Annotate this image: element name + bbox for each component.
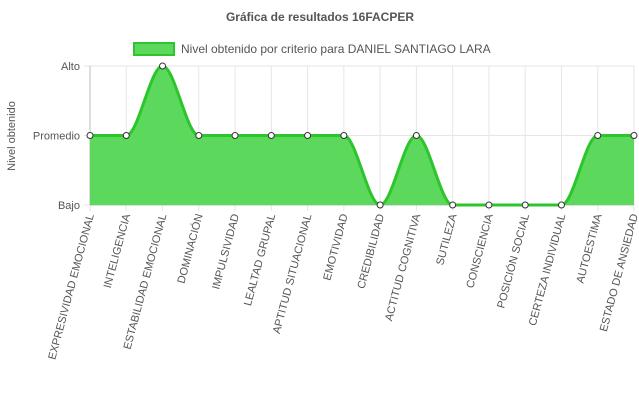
x-tick-label: EMOTIVIDAD [321,213,350,282]
data-point[interactable] [267,132,275,139]
x-tick-label: CREDIBILIDAD [356,213,388,291]
legend[interactable]: Nivel obtenido por criterio para DANIEL … [133,42,491,56]
x-tick-label: ESTADO DE ANSIEDAD [598,213,639,333]
x-tick-label: AUTOESTIMA [575,212,605,285]
y-tick-label: Bajo [58,200,80,212]
x-tick-label: IMPULSIVIDAD [210,213,242,291]
data-point[interactable] [594,132,602,139]
data-point[interactable] [630,132,638,139]
x-tick-label: DOMINACIÓN [175,212,206,284]
data-point[interactable] [195,132,203,139]
data-point[interactable] [159,62,167,70]
x-tick-label: LEALTAD GRUPAL [242,213,278,308]
series-area [89,64,634,207]
chart-title: Gráfica de resultados 16FACPER [226,10,414,24]
data-point[interactable] [304,132,312,139]
y-axis-label: Nivel obtenido [6,101,18,171]
x-tick-label: ESTABILIDAD EMOCIONAL [122,213,170,351]
x-tick-label: INTELIGENCIA [102,212,134,290]
data-point[interactable] [376,201,384,209]
x-ticks: EXPRESIVIDAD EMOCIONAL INTELIGENCIAESTABI… [46,212,639,361]
x-tick-label: SUTILEZA [434,212,459,267]
data-point[interactable] [86,132,94,139]
data-point[interactable] [231,132,239,139]
data-point[interactable] [340,132,348,139]
x-tick-label: CONSCIENCIA [464,212,496,290]
y-ticks: Bajo Promedio Alto [33,61,80,212]
data-point[interactable] [412,132,420,139]
legend-label: Nivel obtenido por criterio para DANIEL … [181,42,491,56]
x-tick-label: CERTEZA INDIVIDUAL [527,213,568,328]
x-tick-label: EXPRESIVIDAD EMOCIONAL [46,213,97,361]
legend-swatch [133,42,175,56]
data-point[interactable] [557,201,565,209]
data-points [86,62,638,209]
x-tick-label: ACTITUD COGNITIVA [383,212,423,322]
series-line [89,64,634,207]
x-tick-label: APTITUD SITUACIONAL [271,213,315,335]
series-area-fill [90,66,634,205]
data-point[interactable] [521,201,529,209]
y-tick-label: Alto [61,61,80,73]
data-point[interactable] [485,201,493,209]
y-tick-label: Promedio [33,131,80,143]
data-point[interactable] [122,132,130,139]
x-tick-label: POSICIÓN SOCIAL [494,212,532,309]
data-point[interactable] [449,201,457,209]
